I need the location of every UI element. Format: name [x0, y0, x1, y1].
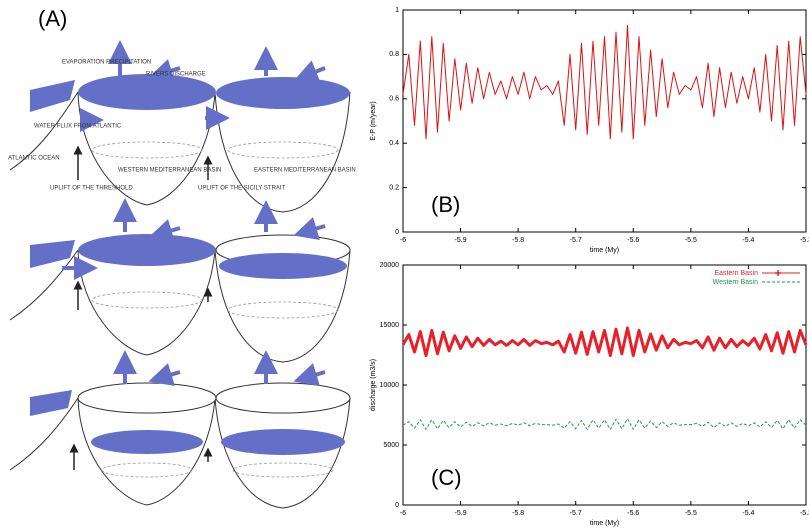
label: EASTERN MEDITERRANEAN BASIN: [254, 168, 356, 174]
atlantic-water: [30, 390, 72, 416]
plot-frame: [402, 9, 807, 233]
level: [101, 462, 193, 478]
line: [401, 326, 808, 358]
arrow: [148, 219, 181, 243]
arrow: [293, 217, 326, 241]
level: [91, 141, 203, 159]
west-water: [78, 74, 216, 110]
x-tick-label: -5.7: [570, 237, 582, 244]
x-axis-label: time (My): [590, 520, 619, 527]
x-tick-label: -5.9: [455, 510, 467, 517]
x-tick-label: -5.4: [742, 510, 754, 517]
panel-label: (C): [431, 465, 462, 490]
y-tick-label: 20000: [380, 262, 400, 269]
label: UPLIFT OF THE THRESHOLD: [50, 186, 133, 192]
label: UPLIFT OF THE SICILY STRAIT: [198, 186, 286, 192]
x-tick-label: -5.4: [742, 237, 754, 244]
east-water: [221, 429, 345, 455]
arrow: [148, 363, 181, 387]
y-axis-label: E-P (m/year): [370, 101, 377, 141]
label: WATER FLUX FROM ATLANTIC: [34, 124, 122, 130]
y-tick-label: 0.4: [389, 140, 399, 147]
x-tick-label: -5.9: [455, 237, 467, 244]
x-tick-label: -5.6: [627, 237, 639, 244]
x-tick-label: -5.5: [685, 510, 697, 517]
east-bowl: [214, 91, 351, 213]
east-water: [216, 77, 350, 109]
atlantic-water: [30, 80, 75, 112]
panel-label: (A): [38, 6, 67, 31]
legend-label: Eastern Basin: [714, 270, 758, 277]
y-tick-label: 0: [395, 502, 399, 509]
atlantic-water: [30, 240, 75, 268]
y-tick-label: 5000: [383, 442, 399, 449]
label: RIVERS DISCHARGE: [146, 72, 206, 78]
x-tick-label: -5.8: [512, 237, 524, 244]
east-bowl: [214, 249, 351, 363]
y-tick-label: 15000: [380, 322, 400, 329]
x-tick-label: -5.3: [800, 237, 809, 244]
plot-frame: [402, 264, 807, 506]
level: [227, 301, 339, 319]
west-bowl: [77, 91, 216, 206]
label: EVAPORATION PRECIPITATION: [62, 60, 151, 66]
label: ATLANTIC OCEAN: [8, 156, 60, 162]
y-tick-label: 1: [395, 7, 399, 14]
x-axis-label: time (My): [590, 247, 619, 254]
line: [402, 25, 807, 140]
y-axis-label: discharge (m3/s): [370, 359, 377, 411]
arrow: [293, 363, 326, 387]
panel-label: (B): [431, 192, 460, 217]
coast: [9, 397, 79, 471]
legend-marker: [775, 270, 781, 276]
x-tick-label: -5.8: [512, 510, 524, 517]
y-tick-label: 0.2: [389, 184, 399, 191]
x-tick-label: -6: [400, 237, 406, 244]
x-tick-label: -5.5: [685, 237, 697, 244]
x-tick-label: -5.6: [627, 510, 639, 517]
line: [402, 418, 807, 430]
diagram: (A) EVAPORATION PRECIPITATION RIVERS DIS…: [8, 6, 356, 509]
level: [232, 462, 334, 478]
x-tick-label: -5.3: [800, 510, 809, 517]
west-water: [78, 234, 216, 266]
level: [227, 141, 339, 159]
coast: [9, 249, 79, 321]
west-rim: [77, 382, 217, 414]
y-tick-label: 0: [395, 229, 399, 236]
arrow: [148, 59, 181, 83]
y-tick-label: 0.8: [389, 51, 399, 58]
x-tick-label: -5.7: [570, 510, 582, 517]
legend-label: Western Basin: [713, 279, 758, 286]
level: [91, 291, 203, 309]
y-tick-label: 0.6: [389, 96, 399, 103]
east-rim: [215, 382, 351, 414]
label: WESTERN MEDITERRANEAN BASIN: [118, 168, 221, 174]
east-water: [219, 253, 347, 279]
x-tick-label: -6: [400, 510, 406, 517]
coast: [9, 91, 79, 171]
west-water: [91, 430, 203, 454]
y-tick-label: 10000: [380, 382, 400, 389]
arrow: [293, 60, 326, 83]
